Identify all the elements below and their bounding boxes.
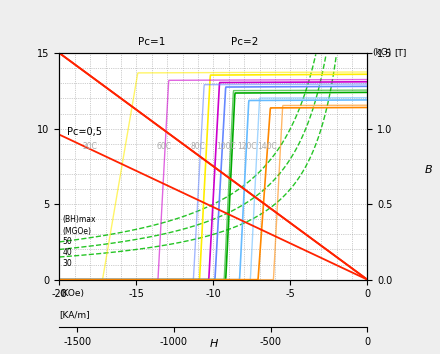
Text: 40: 40 bbox=[62, 248, 72, 257]
Text: [T]: [T] bbox=[394, 48, 406, 57]
Text: Pc=2: Pc=2 bbox=[231, 37, 258, 47]
Text: 80C: 80C bbox=[191, 142, 205, 151]
Text: (MGOe): (MGOe) bbox=[62, 227, 92, 236]
Text: Pc=0,5: Pc=0,5 bbox=[67, 127, 102, 137]
Text: B: B bbox=[425, 165, 433, 175]
Text: (BH)max: (BH)max bbox=[62, 215, 96, 224]
Text: H: H bbox=[209, 339, 218, 349]
Text: 140C: 140C bbox=[257, 142, 277, 151]
Text: [KA/m]: [KA/m] bbox=[59, 310, 90, 319]
Text: 30: 30 bbox=[62, 258, 72, 268]
Text: Pc=1: Pc=1 bbox=[138, 37, 165, 47]
Text: (kG): (kG) bbox=[372, 48, 391, 57]
Text: (KOe): (KOe) bbox=[59, 289, 84, 297]
Text: 100C: 100C bbox=[216, 142, 235, 151]
Text: 20C: 20C bbox=[83, 142, 98, 151]
Text: 120C: 120C bbox=[238, 142, 257, 151]
Text: 50: 50 bbox=[62, 238, 72, 246]
Text: 60C: 60C bbox=[157, 142, 172, 151]
